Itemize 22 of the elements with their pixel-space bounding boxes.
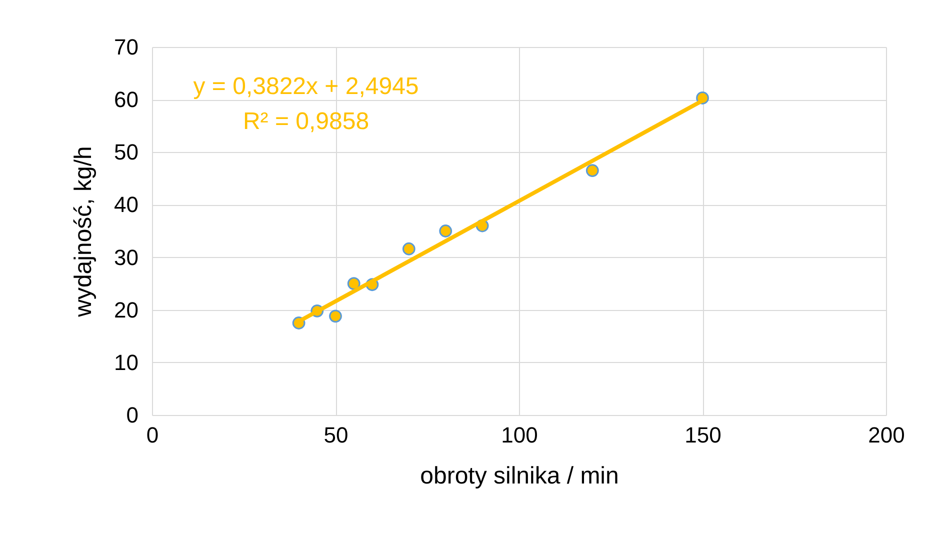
y-tick-label: 50 [114, 140, 138, 165]
y-tick-label: 70 [114, 34, 138, 60]
x-tick-label: 100 [501, 422, 538, 448]
annotation: y = 0,3822x + 2,4945 [193, 73, 419, 100]
point [402, 242, 416, 256]
y-tick-label: 40 [114, 192, 138, 218]
point [439, 224, 452, 238]
y-tick-label: 60 [114, 87, 138, 112]
annotation: R² = 0,9858 [242, 108, 370, 135]
y-tick-label: 20 [114, 297, 138, 322]
x-tick-label: 0 [146, 422, 159, 448]
y-axis-title: wydajność, kg/h [70, 146, 98, 318]
x-tick-label: 200 [868, 422, 905, 448]
point [347, 277, 360, 290]
x-axis-title: obroty silnika / min [420, 462, 619, 490]
point [329, 310, 342, 323]
y-tick-label: 30 [114, 244, 138, 270]
x-tick-label: 50 [324, 422, 348, 448]
x-tick-label: 150 [684, 422, 722, 448]
y-tick-label: 0 [126, 402, 138, 428]
point [586, 164, 599, 177]
y-tick-label: 10 [114, 350, 138, 375]
